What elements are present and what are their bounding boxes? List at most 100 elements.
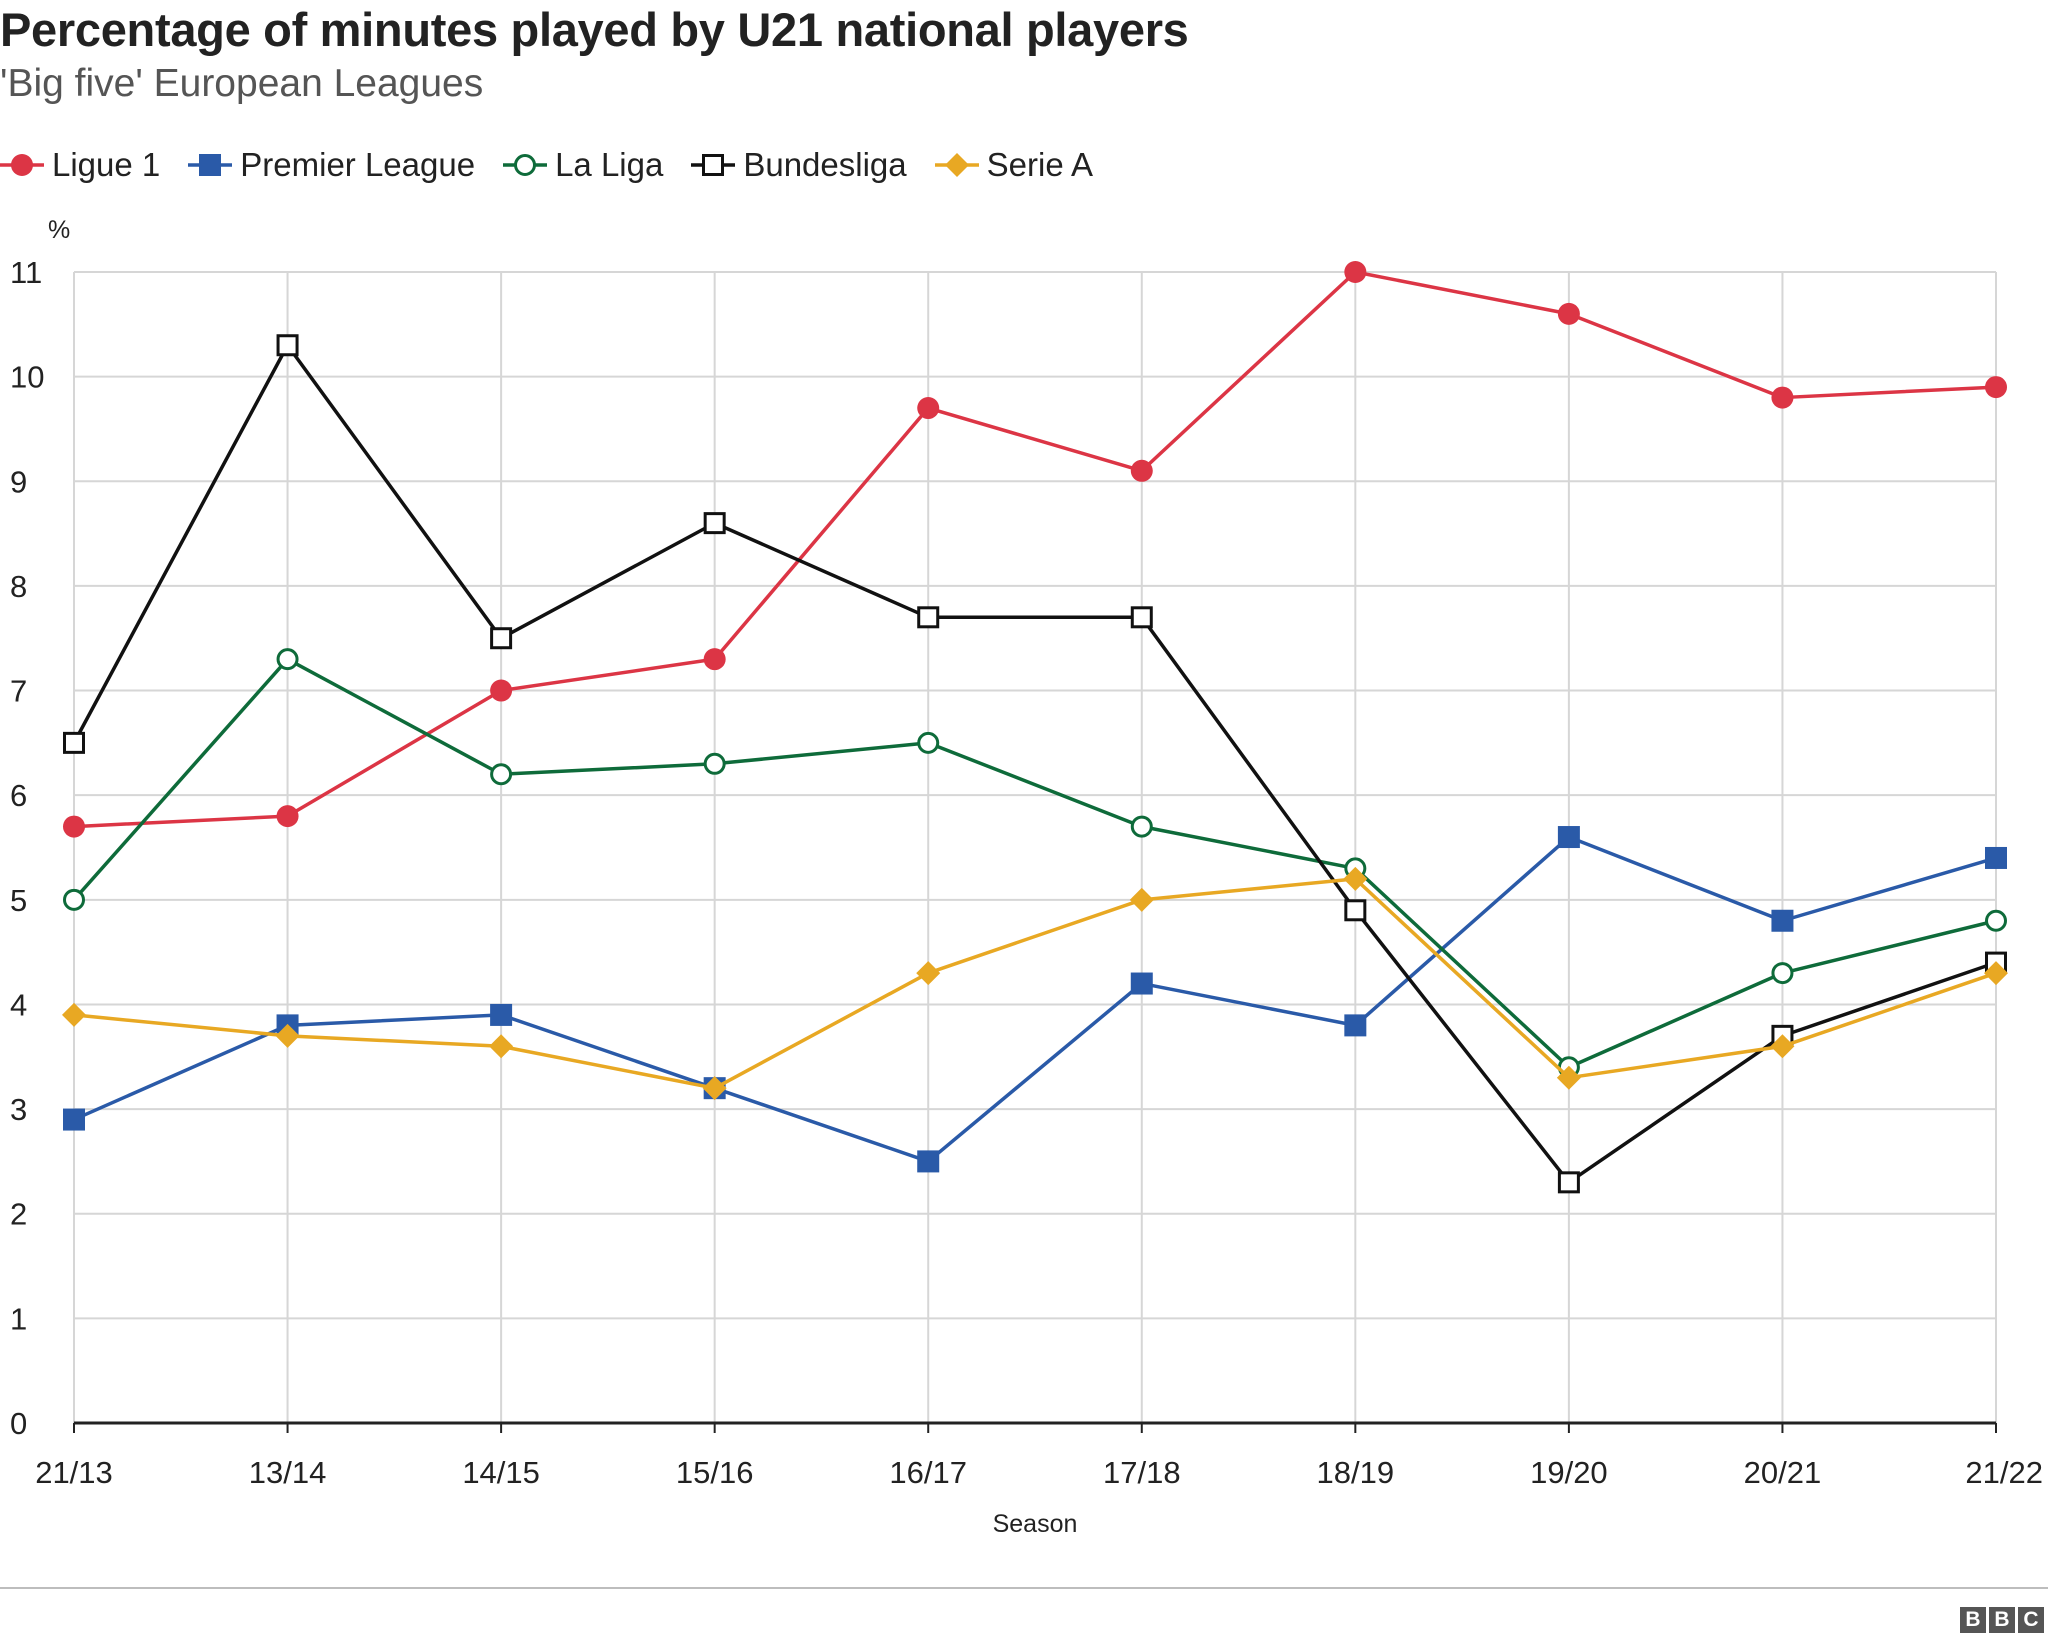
- data-point-la-liga: [917, 731, 940, 754]
- legend-swatch: [691, 154, 736, 176]
- series-premier-league: [63, 826, 2007, 1173]
- data-point-serie-a: [1984, 961, 2008, 986]
- data-point-premier-league: [1985, 846, 2007, 869]
- legend-swatch: [934, 153, 979, 177]
- y-tick-label: 10: [10, 360, 44, 395]
- data-point-la-liga: [276, 648, 299, 671]
- logo-letter: C: [2018, 1607, 2044, 1633]
- legend-label: Serie A: [986, 146, 1094, 183]
- x-tick-label: 13/14: [249, 1455, 327, 1490]
- y-tick-label: 1: [10, 1301, 27, 1336]
- y-tick-label: 8: [10, 569, 27, 604]
- series-serie-a: [62, 866, 2008, 1101]
- series-line-ligue-1: [73, 270, 1997, 829]
- legend-item-premier-league: Premier League: [188, 146, 475, 184]
- data-point-la-liga: [1985, 909, 2007, 932]
- x-tick-label: 16/17: [889, 1455, 967, 1490]
- data-point-bundesliga: [1130, 606, 1153, 629]
- legend-swatch: [503, 154, 548, 176]
- x-tick-label: 21/22: [1965, 1455, 2043, 1490]
- data-point-ligue-1: [1130, 459, 1153, 482]
- data-point-serie-a: [702, 1076, 727, 1101]
- data-point-premier-league: [490, 1003, 513, 1026]
- data-point-bundesliga: [490, 627, 513, 650]
- legend-label: Bundesliga: [743, 146, 907, 183]
- data-point-la-liga: [703, 752, 726, 775]
- x-tick-label: 14/15: [462, 1455, 540, 1490]
- x-tick-label: 15/16: [676, 1455, 754, 1490]
- legend-label: La Liga: [555, 146, 664, 183]
- series-ligue-1: [63, 261, 2007, 838]
- data-point-premier-league: [1130, 972, 1153, 995]
- legend-marker: [514, 154, 537, 176]
- data-point-premier-league: [63, 1108, 85, 1131]
- data-point-bundesliga: [1557, 1171, 1580, 1194]
- data-point-serie-a: [489, 1034, 514, 1059]
- chart-title: Percentage of minutes played by U21 nati…: [0, 3, 1189, 56]
- data-point-la-liga: [1771, 962, 1794, 985]
- legend-marker: [199, 154, 222, 176]
- data-point-ligue-1: [276, 805, 299, 828]
- data-point-la-liga: [490, 763, 513, 786]
- data-point-premier-league: [1771, 909, 1794, 932]
- data-point-ligue-1: [1557, 302, 1580, 325]
- x-tick-label: 17/18: [1103, 1455, 1181, 1490]
- gridlines: [73, 271, 1997, 1433]
- data-point-bundesliga: [703, 512, 726, 535]
- legend-marker: [11, 154, 33, 176]
- data-point-bundesliga: [917, 606, 940, 629]
- y-tick-label: 0: [10, 1406, 27, 1441]
- legend-marker: [944, 153, 969, 177]
- data-point-premier-league: [1344, 1014, 1367, 1037]
- series-line-premier-league: [73, 835, 1997, 1164]
- chart-subtitle: 'Big five' European Leagues: [0, 62, 484, 105]
- y-tick-label: 5: [10, 883, 27, 918]
- x-tick-label: 21/13: [35, 1455, 113, 1490]
- data-point-ligue-1: [490, 679, 513, 702]
- legend: Ligue 1 Premier League La Liga Bundesliga Se…: [0, 140, 1121, 190]
- legend-marker: [702, 154, 725, 176]
- data-point-premier-league: [917, 1150, 940, 1173]
- y-tick-label: 6: [10, 778, 27, 813]
- legend-item-la-liga: La Liga: [503, 146, 663, 184]
- data-point-ligue-1: [1771, 386, 1794, 409]
- data-point-premier-league: [1557, 826, 1580, 849]
- y-tick-label: 9: [10, 464, 27, 499]
- legend-item-serie-a: Serie A: [934, 146, 1094, 184]
- data-point-serie-a: [1343, 866, 1368, 891]
- y-tick-label: 2: [10, 1197, 27, 1232]
- y-tick-label: 4: [10, 987, 27, 1022]
- data-point-bundesliga: [1344, 899, 1367, 922]
- data-point-serie-a: [1556, 1065, 1581, 1090]
- legend-item-ligue-1: Ligue 1: [0, 146, 160, 184]
- footer-divider: [0, 1587, 2048, 1589]
- y-tick-label: 3: [10, 1092, 27, 1127]
- data-point-la-liga: [1130, 815, 1153, 838]
- legend-item-bundesliga: Bundesliga: [691, 146, 907, 184]
- legend-swatch: [0, 154, 44, 176]
- data-point-ligue-1: [1985, 376, 2007, 399]
- y-axis-label: %: [48, 216, 70, 244]
- x-tick-label: 20/21: [1744, 1455, 1822, 1490]
- logo-letter: B: [1960, 1607, 1986, 1633]
- y-tick-label: 11: [10, 255, 42, 290]
- series-line-la-liga: [72, 657, 1997, 1069]
- data-point-bundesliga: [63, 731, 85, 754]
- x-tick-label: 19/20: [1530, 1455, 1608, 1490]
- data-point-serie-a: [916, 961, 941, 986]
- data-point-serie-a: [62, 1002, 86, 1027]
- bbc-logo: B B C: [1957, 1607, 2044, 1633]
- legend-swatch: [188, 154, 233, 176]
- data-point-ligue-1: [1344, 261, 1367, 283]
- series-bundesliga: [63, 334, 2007, 1194]
- data-point-ligue-1: [703, 648, 726, 671]
- x-tick-label: 18/19: [1317, 1455, 1395, 1490]
- data-point-ligue-1: [63, 815, 85, 838]
- data-point-serie-a: [1770, 1034, 1795, 1059]
- y-tick-label: 7: [10, 674, 27, 709]
- legend-label: Ligue 1: [52, 146, 161, 183]
- series-line-bundesliga: [72, 343, 1997, 1185]
- data-point-serie-a: [1129, 887, 1154, 912]
- legend-label: Premier League: [240, 146, 476, 183]
- series-la-liga: [63, 648, 2007, 1079]
